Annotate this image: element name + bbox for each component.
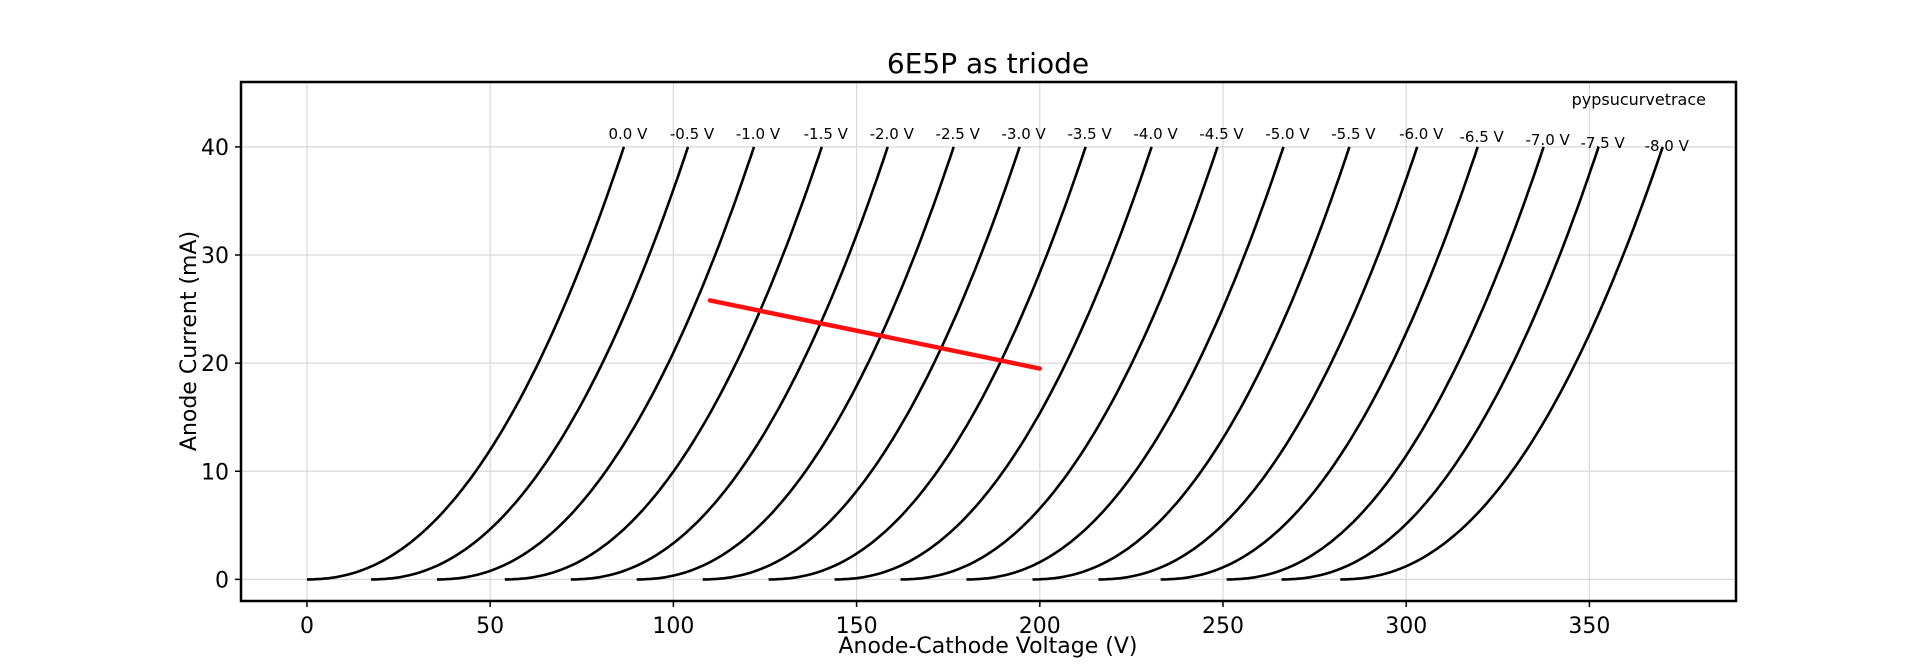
x-tick-label-100: 100: [652, 614, 694, 639]
curve-10V: [437, 146, 756, 581]
curve-series: [307, 146, 1664, 581]
curve-label: -4.0 V: [1133, 125, 1178, 143]
load-line-layer: [707, 298, 1043, 371]
curve-label: -3.0 V: [1001, 125, 1046, 143]
curve-50V: [966, 146, 1285, 581]
x-tick-label-150: 150: [836, 614, 878, 639]
curve-15V: [504, 146, 824, 581]
y-tick-label-30: 30: [201, 244, 229, 269]
curve-65V: [1160, 146, 1479, 581]
curve-label: -1.5 V: [804, 125, 849, 143]
curve-label: -2.5 V: [936, 125, 981, 143]
x-tick-label-250: 250: [1202, 614, 1244, 639]
curve-label: -8.0 V: [1645, 137, 1690, 155]
curve-20V: [570, 146, 889, 581]
curve-label: -5.5 V: [1331, 125, 1376, 143]
chart-title: 6E5P as triode: [887, 47, 1089, 80]
x-tick-label-300: 300: [1385, 614, 1427, 639]
curve-05V: [371, 146, 690, 581]
curve-label: -7.0 V: [1525, 131, 1570, 149]
curve-25V: [636, 146, 955, 581]
y-axis-label: Anode Current (mA): [177, 231, 202, 451]
curve-80V: [1340, 146, 1664, 581]
curve-labels: 0.0 V -0.5 V -1.0 V -1.5 V -2.0 V -2.5 V -3.0 …: [608, 125, 1689, 155]
x-tick-label-350: 350: [1568, 614, 1610, 639]
x-tick-label-50: 50: [476, 614, 504, 639]
y-tick-label-20: 20: [201, 352, 229, 377]
curve-label: -7.5 V: [1580, 134, 1625, 152]
x-axis-label: Anode-Cathode Voltage (V): [839, 634, 1138, 659]
curve-label: -6.0 V: [1399, 125, 1444, 143]
curve-label: -6.5 V: [1460, 128, 1505, 146]
curve-40V: [834, 146, 1153, 581]
curve-label: -3.5 V: [1067, 125, 1112, 143]
grid: [241, 82, 1736, 601]
curve-label: -0.5 V: [670, 125, 715, 143]
x-tick-label-0: 0: [300, 614, 314, 639]
curve-30V: [702, 146, 1021, 581]
y-tick-label-10: 10: [201, 460, 229, 485]
curve-label: 0.0 V: [608, 125, 648, 143]
source-annotation: pypsucurvetrace: [1572, 90, 1706, 109]
x-tick-label-200: 200: [1019, 614, 1061, 639]
curve-label: -2.0 V: [870, 125, 915, 143]
curve-label: -5.0 V: [1265, 125, 1310, 143]
y-tick-label-40: 40: [201, 136, 229, 161]
curve-60V: [1098, 146, 1419, 581]
axis-ticks: 0 50 100 150 200 250 300 350 0 10 20 30 40: [201, 136, 1610, 639]
plot-frame: [239, 80, 1738, 603]
load-line: [707, 298, 1043, 371]
curve-00V: [307, 146, 626, 581]
curve-45V: [900, 146, 1219, 581]
curve-55V: [1032, 146, 1351, 581]
curve-70V: [1226, 146, 1545, 581]
y-tick-label-0: 0: [215, 568, 229, 593]
curve-75V: [1281, 146, 1600, 581]
curve-35V: [768, 146, 1087, 581]
curve-label: -1.0 V: [736, 125, 781, 143]
curve-label: -4.5 V: [1199, 125, 1244, 143]
